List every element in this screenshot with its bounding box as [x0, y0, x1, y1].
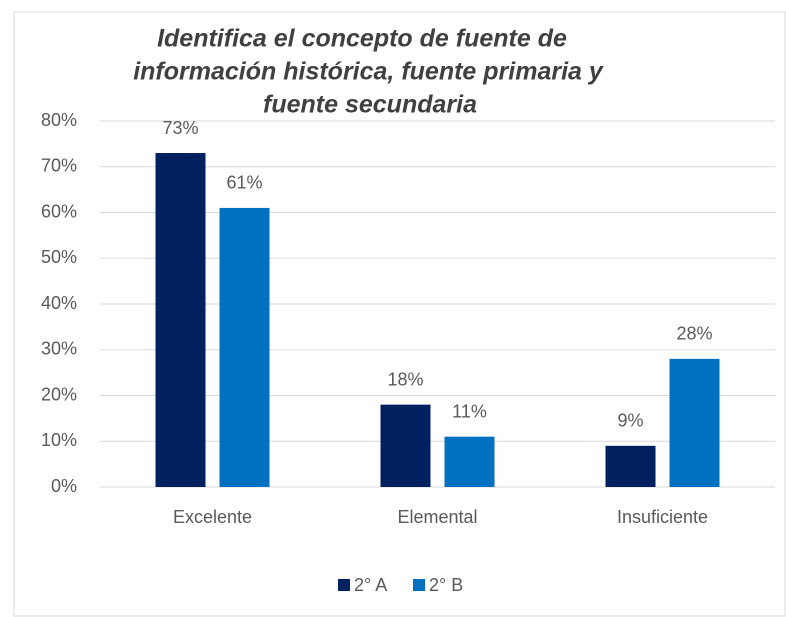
chart-border — [13, 11, 786, 617]
data-label: 61% — [226, 173, 262, 193]
data-label: 18% — [387, 369, 423, 389]
y-tick-label: 0% — [51, 476, 77, 496]
chart-title: Identifica el concepto de fuente de — [157, 25, 567, 53]
y-tick-label: 10% — [41, 430, 77, 450]
bar — [219, 207, 270, 488]
data-label: 11% — [452, 401, 487, 421]
bar — [155, 153, 206, 487]
data-label: 28% — [676, 324, 712, 344]
y-tick-label: 50% — [41, 247, 77, 267]
x-tick-label: Elemental — [397, 507, 477, 527]
y-tick-label: 20% — [41, 384, 77, 404]
y-tick-label: 80% — [41, 110, 77, 130]
x-tick-label: Insuficiente — [617, 507, 708, 527]
data-label: 73% — [162, 118, 198, 138]
bar — [444, 436, 495, 487]
legend-swatch — [413, 579, 425, 591]
bar — [380, 404, 431, 487]
y-tick-label: 30% — [41, 339, 77, 359]
bar — [669, 358, 720, 487]
chart-title: información histórica, fuente primaria y — [133, 58, 604, 86]
y-tick-label: 60% — [41, 201, 77, 221]
y-tick-label: 70% — [41, 156, 77, 176]
y-tick-label: 40% — [41, 293, 77, 313]
legend-label: 2° A — [354, 575, 387, 595]
bar — [605, 445, 656, 487]
data-label: 9% — [617, 411, 643, 431]
legend-label: 2° B — [429, 575, 463, 595]
x-tick-label: Excelente — [173, 507, 252, 527]
legend-swatch — [338, 579, 350, 591]
chart-title: fuente secundaria — [263, 91, 477, 119]
